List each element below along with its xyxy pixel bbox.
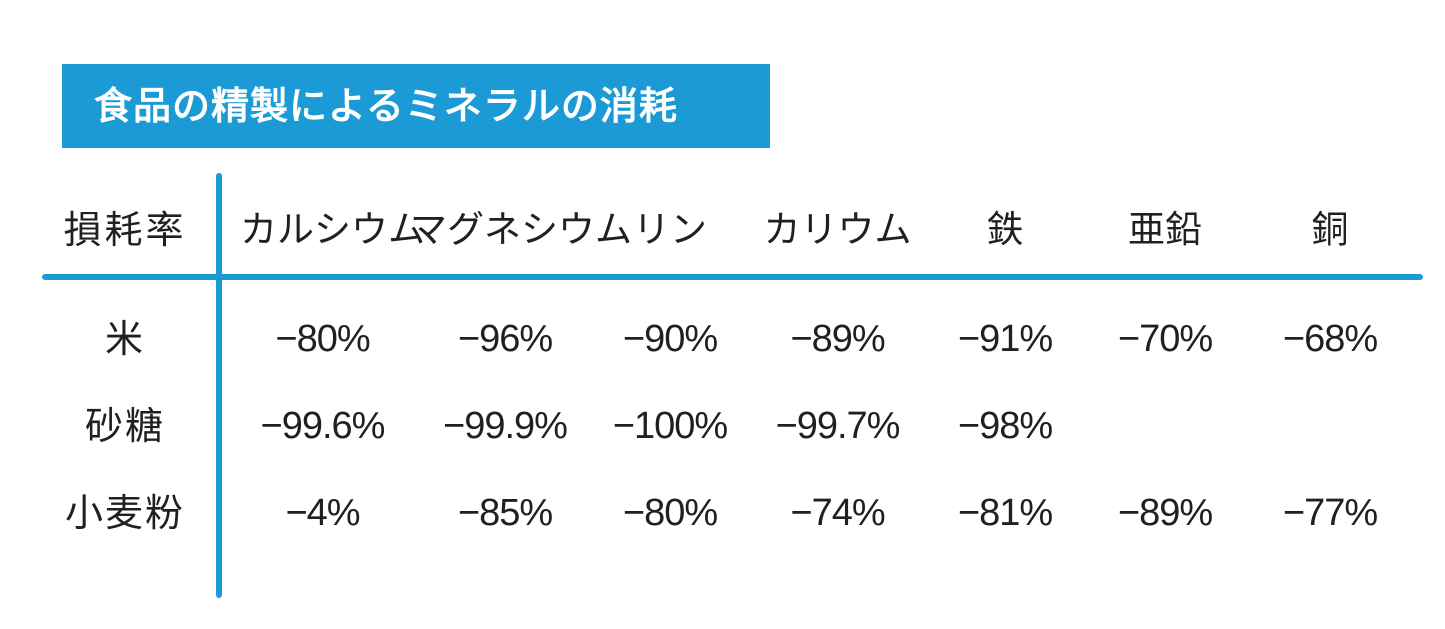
table-cell: −89% [790, 318, 885, 360]
header-divider [42, 274, 1423, 280]
column-header-phosphorus: リン [633, 208, 707, 251]
table-cell: −99.7% [775, 405, 901, 447]
column-header-zinc: 亜鉛 [1128, 208, 1202, 251]
table-cell: −70% [1117, 318, 1213, 360]
table-cell: −100% [612, 405, 728, 447]
column-header-calcium: カルシウム [240, 208, 425, 251]
table-cell: −91% [957, 318, 1053, 360]
table-cell: −80% [275, 318, 370, 360]
vertical-divider [216, 173, 222, 598]
table-cell: −80% [622, 492, 718, 534]
table-cell: −98% [957, 405, 1053, 447]
table-cell: −77% [1282, 492, 1378, 534]
table-cell: −81% [957, 492, 1053, 534]
row-label-rice: 米 [104, 317, 145, 361]
table-cell: −96% [457, 318, 553, 360]
table-cell: −90% [622, 318, 718, 360]
table-cell [1095, 396, 1235, 456]
row-label-sugar: 砂糖 [84, 404, 165, 448]
table-cell: −85% [457, 492, 553, 534]
page-title: 食品の精製によるミネラルの消耗 [62, 64, 770, 148]
column-header-potassium: カリウム [763, 208, 912, 251]
table-cell: −74% [790, 492, 885, 534]
corner-label: 損耗率 [63, 208, 187, 252]
table-cell: −4% [285, 492, 360, 534]
column-header-iron: 鉄 [986, 208, 1024, 251]
table-cell: −68% [1282, 318, 1378, 360]
column-header-copper: 銅 [1311, 208, 1349, 251]
table-cell [1260, 396, 1400, 456]
row-label-wheat-flour: 小麦粉 [64, 491, 185, 535]
table-cell: −89% [1117, 492, 1213, 534]
table-cell: −99.9% [443, 405, 568, 447]
column-header-magnesium: マグネシウム [410, 208, 632, 251]
table-cell: −99.6% [260, 405, 386, 447]
